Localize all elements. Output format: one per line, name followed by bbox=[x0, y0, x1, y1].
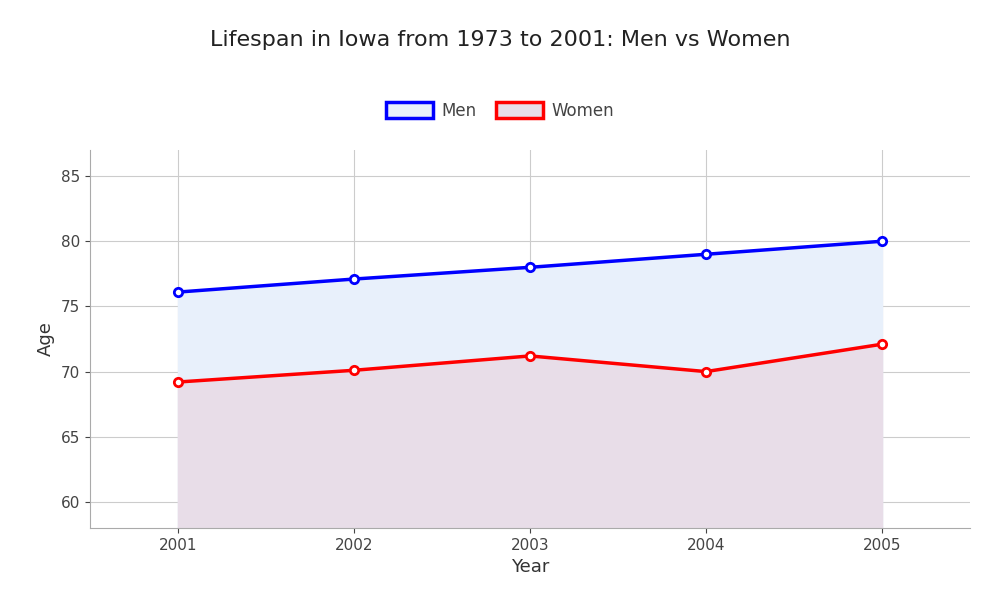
Text: Lifespan in Iowa from 1973 to 2001: Men vs Women: Lifespan in Iowa from 1973 to 2001: Men … bbox=[210, 30, 790, 50]
X-axis label: Year: Year bbox=[511, 558, 549, 576]
Y-axis label: Age: Age bbox=[37, 322, 55, 356]
Legend: Men, Women: Men, Women bbox=[379, 95, 621, 127]
